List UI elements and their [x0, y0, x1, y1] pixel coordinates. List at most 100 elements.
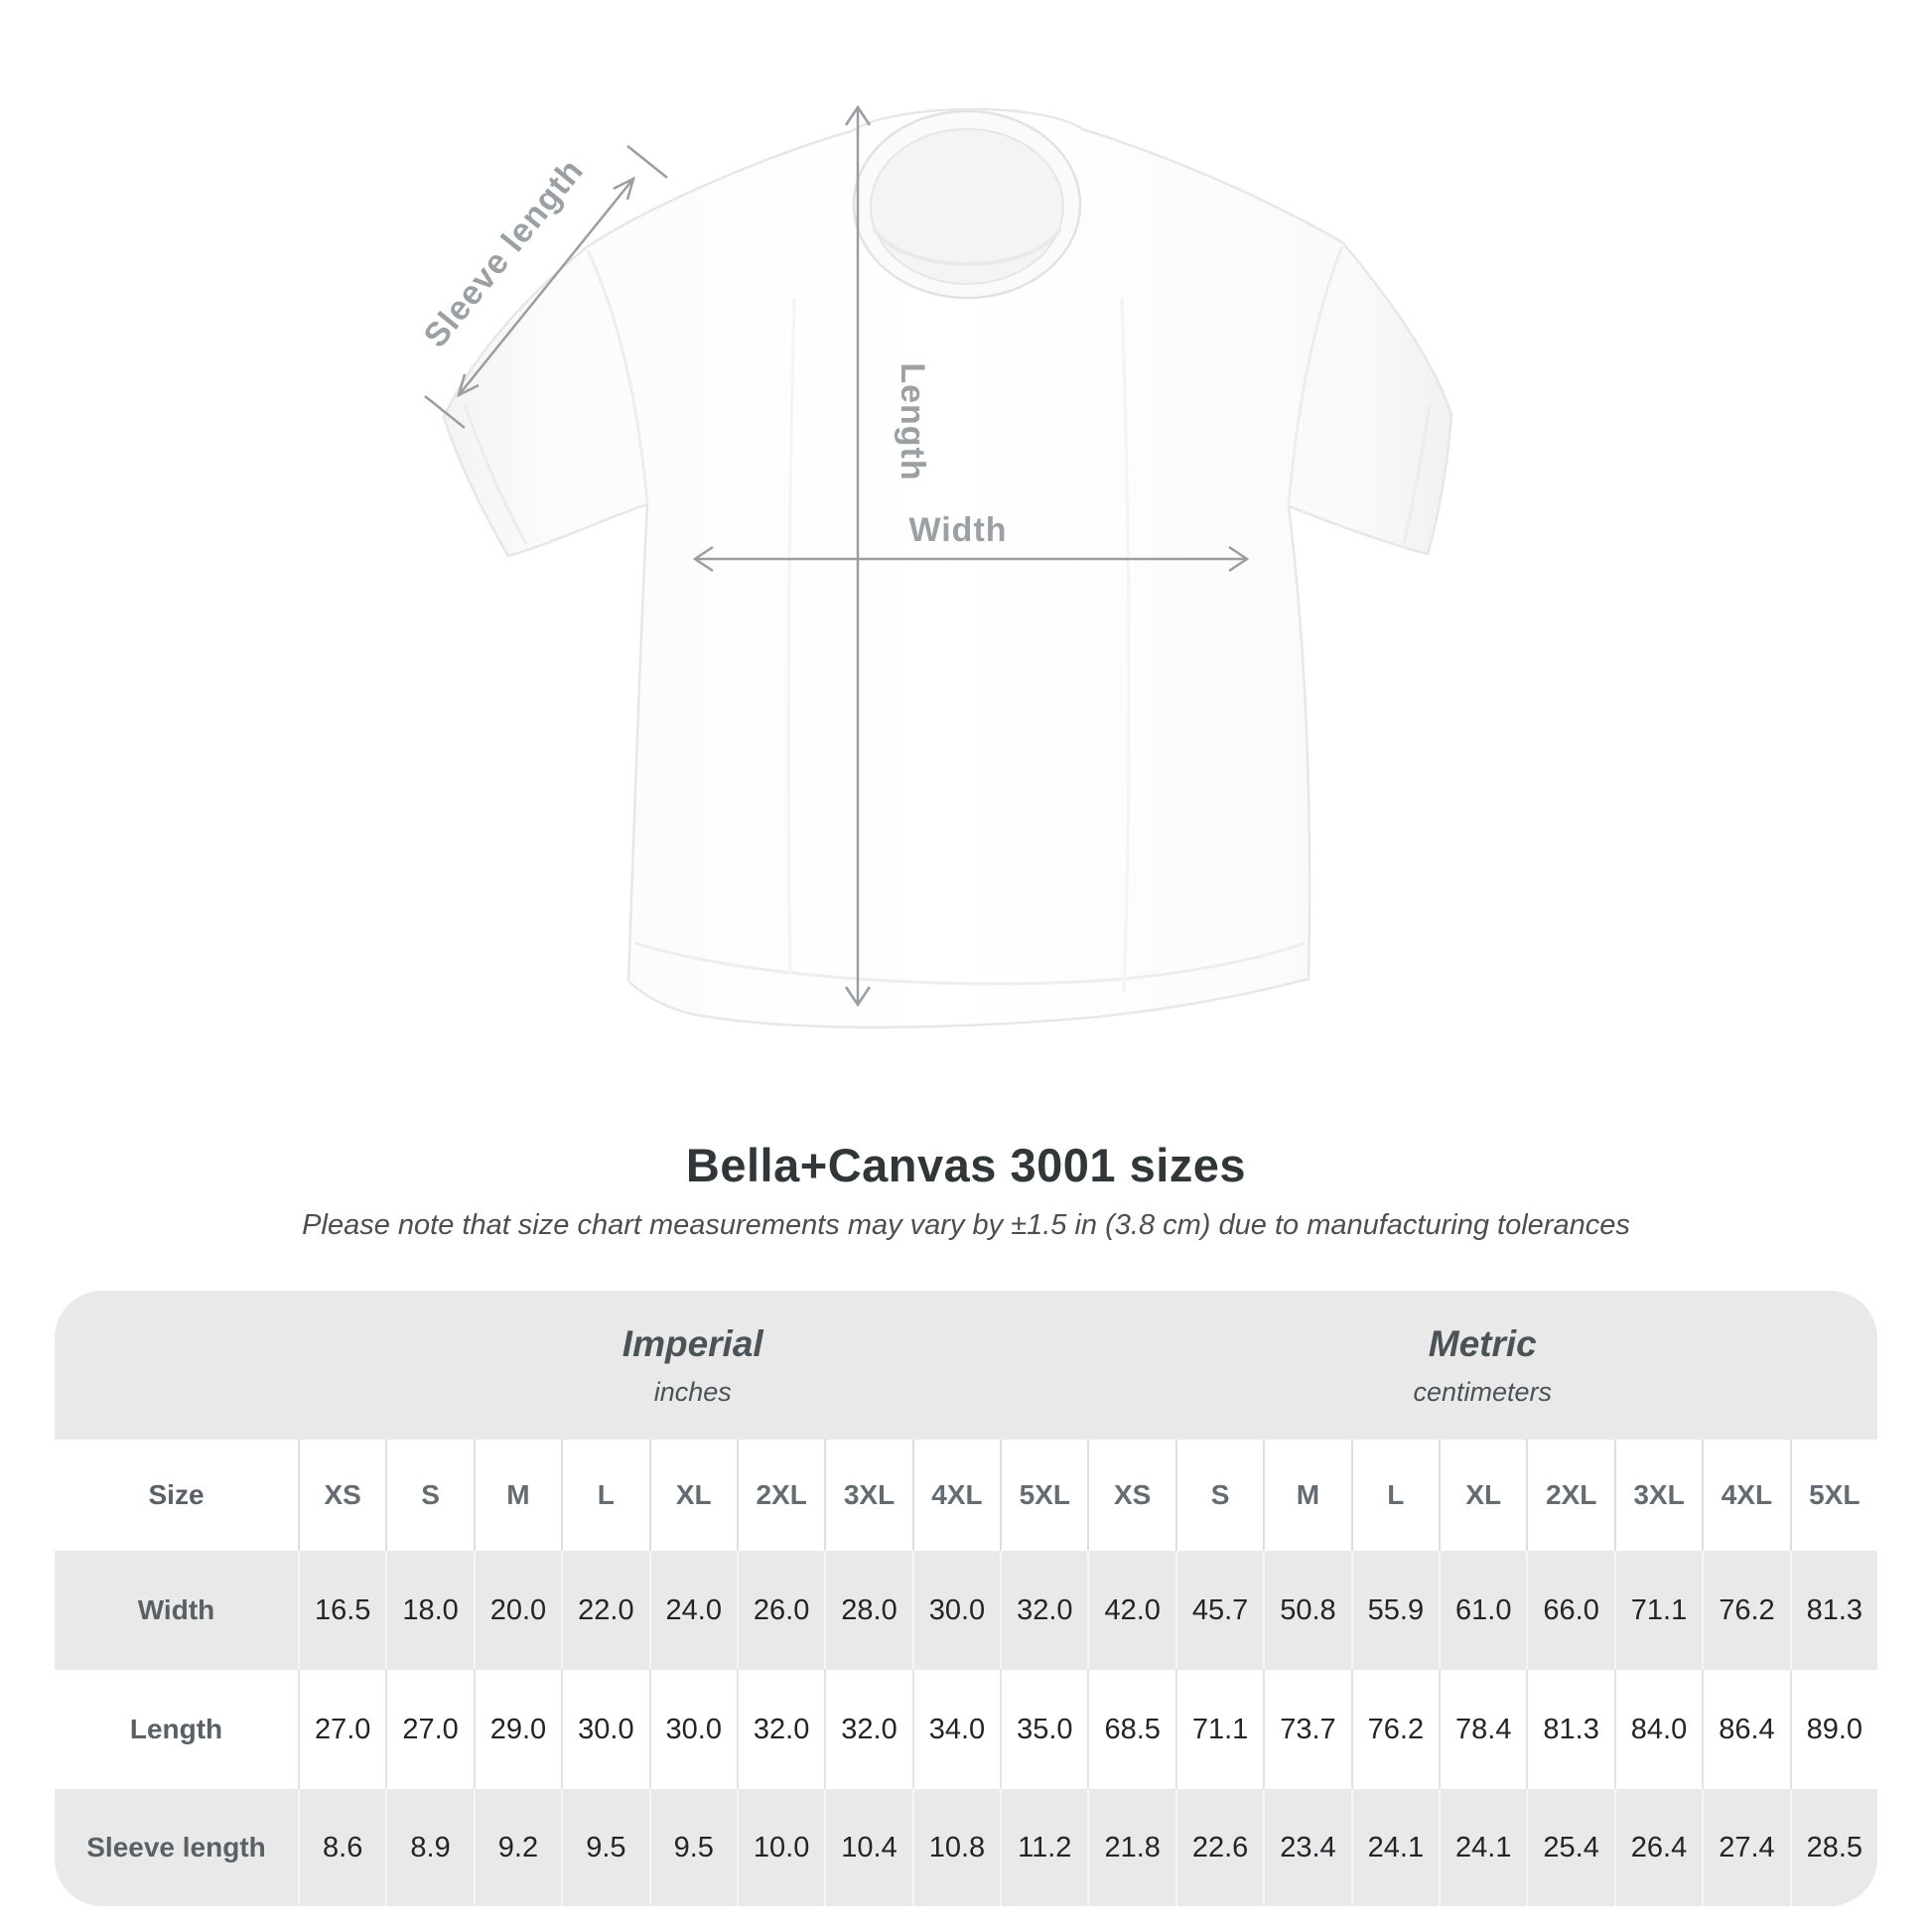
value-cell: 32.0 — [824, 1670, 911, 1789]
value-cell: 9.5 — [561, 1789, 648, 1906]
tolerance-note: Please note that size chart measurements… — [302, 1209, 1630, 1241]
value-cell: 66.0 — [1526, 1551, 1613, 1670]
value-cell: 16.5 — [298, 1551, 385, 1670]
table-row-width: Width 16.5 18.0 20.0 22.0 24.0 26.0 28.0… — [55, 1551, 1877, 1670]
value-cell: 10.4 — [824, 1789, 911, 1906]
value-cell: 9.2 — [473, 1789, 561, 1906]
value-cell: 10.0 — [736, 1789, 824, 1906]
metric-header: Metric centimeters — [1088, 1323, 1878, 1408]
size-table: Imperial inches Metric centimeters Size … — [55, 1291, 1877, 1906]
value-cell: 84.0 — [1613, 1670, 1702, 1789]
metric-unit: centimeters — [1413, 1376, 1553, 1407]
value-cell: 28.0 — [824, 1551, 911, 1670]
value-cell: 71.1 — [1613, 1551, 1702, 1670]
size-header-cell: 3XL — [824, 1440, 911, 1551]
value-cell: 20.0 — [473, 1551, 561, 1670]
value-cell: 34.0 — [911, 1670, 1000, 1789]
size-header-cell: 4XL — [1702, 1440, 1789, 1551]
value-cell: 27.0 — [385, 1670, 473, 1789]
width-label: Width — [908, 511, 1007, 549]
value-cell: 71.1 — [1174, 1670, 1263, 1789]
value-cell: 55.9 — [1350, 1551, 1439, 1670]
value-cell: 24.0 — [648, 1551, 737, 1670]
collar-inner — [870, 128, 1064, 285]
value-cell: 21.8 — [1087, 1789, 1174, 1906]
imperial-header: Imperial inches — [298, 1323, 1088, 1408]
value-cell: 27.4 — [1702, 1789, 1789, 1906]
value-cell: 22.0 — [561, 1551, 648, 1670]
value-cell: 26.0 — [736, 1551, 824, 1670]
value-cell: 32.0 — [1000, 1551, 1087, 1670]
value-cell: 61.0 — [1439, 1551, 1526, 1670]
table-row-length: Length 27.0 27.0 29.0 30.0 30.0 32.0 32.… — [55, 1670, 1877, 1789]
value-cell: 26.4 — [1613, 1789, 1702, 1906]
size-header-cell: S — [1174, 1440, 1263, 1551]
size-header-cell: XL — [648, 1440, 737, 1551]
value-cell: 10.8 — [911, 1789, 1000, 1906]
table-row-sleeve-length: Sleeve length 8.6 8.9 9.2 9.5 9.5 10.0 1… — [55, 1789, 1877, 1906]
size-header-cell: 2XL — [736, 1440, 824, 1551]
length-arrow — [844, 104, 872, 1008]
value-cell: 25.4 — [1526, 1789, 1613, 1906]
size-header-cell: XS — [298, 1440, 385, 1551]
tshirt-diagram: Length Width Sleeve length — [417, 104, 1453, 1029]
length-label: Length — [894, 362, 931, 481]
value-cell: 76.2 — [1702, 1551, 1789, 1670]
metric-label: Metric — [1428, 1322, 1537, 1364]
value-cell: 73.7 — [1263, 1670, 1350, 1789]
value-cell: 9.5 — [648, 1789, 737, 1906]
value-cell: 86.4 — [1702, 1670, 1789, 1789]
size-header-row: Size XS S M L XL 2XL 3XL 4XL 5XL XS S M … — [55, 1440, 1877, 1551]
value-cell: 35.0 — [1000, 1670, 1087, 1789]
size-header-cell: 5XL — [1000, 1440, 1087, 1551]
size-header-cell: 2XL — [1526, 1440, 1613, 1551]
sleeve-arrow-endcap-top — [626, 145, 668, 179]
row-label: Sleeve length — [86, 1832, 266, 1863]
size-header-cell: L — [561, 1440, 648, 1551]
value-cell: 42.0 — [1087, 1551, 1174, 1670]
value-cell: 30.0 — [911, 1551, 1000, 1670]
value-cell: 23.4 — [1263, 1789, 1350, 1906]
value-cell: 24.1 — [1439, 1789, 1526, 1906]
unit-header-row: Imperial inches Metric centimeters — [55, 1291, 1877, 1440]
size-col-header: Size — [148, 1479, 205, 1510]
value-cell: 28.5 — [1789, 1789, 1877, 1906]
size-header-cell: XS — [1087, 1440, 1174, 1551]
size-header-cell: M — [473, 1440, 561, 1551]
width-arrow — [692, 545, 1250, 573]
value-cell: 8.9 — [385, 1789, 473, 1906]
value-cell: 78.4 — [1439, 1670, 1526, 1789]
value-cell: 89.0 — [1789, 1670, 1877, 1789]
value-cell: 30.0 — [648, 1670, 737, 1789]
collar-shadow — [872, 226, 1062, 266]
size-header-cell: 4XL — [911, 1440, 1000, 1551]
row-label: Width — [137, 1594, 215, 1625]
value-cell: 68.5 — [1087, 1670, 1174, 1789]
imperial-label: Imperial — [621, 1322, 763, 1364]
armhole-seam-left — [586, 249, 649, 503]
fold-line-2 — [1120, 297, 1131, 994]
size-header-cell: S — [385, 1440, 473, 1551]
value-cell: 29.0 — [473, 1670, 561, 1789]
value-cell: 24.1 — [1350, 1789, 1439, 1906]
sleeve-arrow-endcap-bottom — [424, 395, 466, 429]
value-cell: 32.0 — [736, 1670, 824, 1789]
fold-line-1 — [786, 297, 796, 974]
imperial-unit: inches — [653, 1376, 732, 1407]
cuff-seam-right — [1402, 404, 1432, 545]
value-cell: 30.0 — [561, 1670, 648, 1789]
value-cell: 11.2 — [1000, 1789, 1087, 1906]
armhole-seam-right — [1287, 245, 1344, 505]
size-header-cell: L — [1350, 1440, 1439, 1551]
sleeve-length-arrow — [424, 145, 668, 429]
cuff-seam-left — [463, 404, 528, 545]
size-header-cell: M — [1263, 1440, 1350, 1551]
value-cell: 45.7 — [1174, 1551, 1263, 1670]
value-cell: 18.0 — [385, 1551, 473, 1670]
value-cell: 50.8 — [1263, 1551, 1350, 1670]
page-title: Bella+Canvas 3001 sizes — [685, 1139, 1247, 1191]
value-cell: 81.3 — [1526, 1670, 1613, 1789]
value-cell: 22.6 — [1174, 1789, 1263, 1906]
value-cell: 76.2 — [1350, 1670, 1439, 1789]
